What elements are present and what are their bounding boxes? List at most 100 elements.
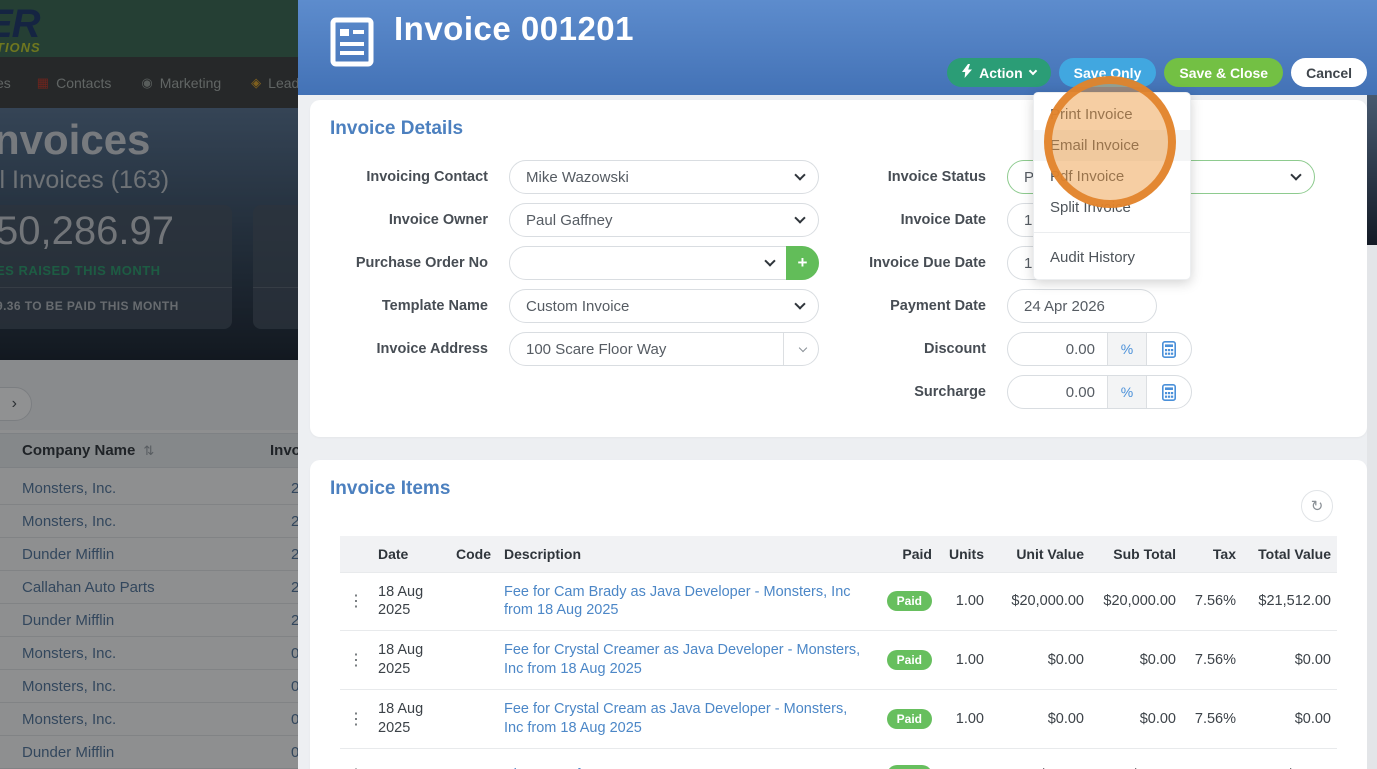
payment-date-input[interactable]: 24 Apr 2026 (1007, 289, 1157, 323)
item-description-link[interactable]: Fee for Crystal Cream as Java Developer … (504, 700, 848, 736)
menu-item-print-invoice[interactable]: Print Invoice (1050, 106, 1133, 123)
menu-item-pdf-invoice[interactable]: Pdf Invoice (1050, 168, 1125, 185)
save-and-close-button[interactable]: Save & Close (1164, 58, 1284, 87)
invoice-icon (330, 17, 374, 72)
item-units: 1.00 (955, 652, 984, 669)
item-tax: 7.56% (1194, 593, 1236, 610)
table-row: Dunder Mifflin 2 (0, 538, 298, 571)
column-units: Units (938, 536, 990, 572)
invoice-items-card: Invoice Items ↻ Date Code Description P (310, 460, 1367, 769)
column-company-name: Company Name (22, 442, 136, 459)
chevron-down-icon (1290, 169, 1302, 181)
invoices-list-section: › Company Name ⇅ Invo Monsters, Inc. 2 Mo… (0, 360, 298, 769)
table-row: Monsters, Inc. 0 (0, 703, 298, 736)
column-tax: Tax (1182, 536, 1242, 572)
column-description: Description (498, 536, 876, 572)
menu-item-email-invoice[interactable]: Email Invoice (1034, 130, 1190, 161)
menu-divider (1034, 232, 1190, 233)
invoice-item-row: ⋮ 18 Aug 2025 Fee for Cam Brady as Java … (340, 572, 1337, 631)
column-total-value: Total Value (1242, 536, 1337, 572)
invoice-panel: Invoice 001201 Action Save Only Save & C… (298, 0, 1377, 769)
purchase-order-select[interactable] (509, 246, 819, 280)
field-template-name: Template Name Custom Invoice (328, 289, 838, 323)
sort-icon: ⇅ (143, 442, 155, 458)
chevron-down-icon (794, 298, 806, 310)
discount-input-group: 0.00 % (1007, 332, 1192, 366)
app-topbar: ER TIONS (0, 0, 298, 57)
pager-next-button: › (0, 387, 32, 421)
chevron-down-icon (794, 212, 806, 224)
field-invoicing-contact: Invoicing Contact Mike Wazowski (328, 160, 838, 194)
discount-input[interactable]: 0.00 (1065, 340, 1095, 358)
invoice-item-row: ⋮ 18 Aug 2025 Fee for Crystal Creamer as… (340, 630, 1337, 690)
calculator-button[interactable] (1147, 376, 1191, 408)
invoice-details-card: Invoice Details Invoicing Contact Mike W… (310, 100, 1367, 437)
refresh-button[interactable]: ↻ (1301, 490, 1333, 522)
add-purchase-order-button[interactable]: + (786, 246, 819, 280)
stat-value: 50,286.97 (0, 209, 174, 253)
divider (253, 287, 298, 288)
invoicing-contact-select[interactable]: Mike Wazowski (509, 160, 819, 194)
item-tax: 7.56% (1194, 710, 1236, 727)
invoices-count-subtitle: ll Invoices (163) (0, 166, 170, 194)
surcharge-input[interactable]: 0.00 (1065, 383, 1095, 401)
items-table-header: Date Code Description Paid Units Unit Va… (340, 536, 1337, 572)
nav-item-marketing: ◉ Marketing (141, 74, 222, 91)
page-title: Invoice 001201 (394, 10, 634, 47)
table-row: Monsters, Inc. 2 (0, 505, 298, 538)
invoice-item-row: ⋮ 18 Aug 2025 Fee for Crystal Cream as J… (340, 689, 1337, 748)
item-description-link[interactable]: Fee for Crystal Creamer as Java Develope… (504, 642, 861, 678)
item-description-link[interactable]: Placement fEE (498, 748, 876, 769)
action-dropdown-button[interactable]: Action (947, 58, 1051, 87)
paid-badge: Paid (886, 708, 932, 729)
cancel-button[interactable]: Cancel (1291, 58, 1367, 87)
invoice-address-combobox[interactable]: 100 Scare Floor Way (509, 332, 819, 366)
row-menu-button[interactable]: ⋮ (340, 748, 372, 769)
background-app: ER TIONS es ▦ Contacts ◉ Marketing ◈ Lea… (0, 0, 298, 769)
panel-scrollbar-track[interactable] (1367, 95, 1377, 769)
divider (783, 333, 784, 365)
menu-item-split-invoice[interactable]: Split Invoice (1050, 199, 1131, 216)
invoices-table-header: Company Name ⇅ Invo (0, 433, 298, 468)
item-date: 18 Aug 2025 (378, 642, 424, 678)
calculator-button[interactable] (1147, 333, 1191, 365)
percent-toggle-button[interactable]: % (1107, 376, 1147, 408)
row-menu-button[interactable]: ⋮ (348, 710, 364, 728)
paid-badge: Paid (886, 591, 932, 612)
template-name-select[interactable]: Custom Invoice (509, 289, 819, 323)
invoice-items-heading: Invoice Items (330, 478, 451, 499)
invoices-page-title: nvoices (0, 116, 151, 163)
row-menu-button[interactable]: ⋮ (348, 593, 364, 611)
item-sub-total: $80.00 (1090, 748, 1182, 769)
item-code (450, 631, 498, 690)
lightning-icon (962, 64, 973, 81)
row-menu-button[interactable]: ⋮ (348, 652, 364, 670)
invoice-item-row: ⋮ 24 Apr Placement fEE Paid 1.00 $80.00 … (340, 748, 1337, 769)
table-row: Monsters, Inc. 2 (0, 472, 298, 505)
item-date: 18 Aug 2025 (378, 700, 424, 736)
nav-item-contacts: ▦ Contacts (36, 74, 112, 91)
field-discount: Discount 0.00 % (850, 332, 1350, 366)
invoice-panel-header: Invoice 001201 Action Save Only Save & C… (298, 0, 1377, 95)
percent-toggle-button[interactable]: % (1107, 333, 1147, 365)
item-tax: 7.55% (1182, 748, 1242, 769)
column-unit-value: Unit Value (990, 536, 1090, 572)
stat-footer: 9.36 TO BE PAID THIS MONTH (0, 299, 179, 313)
invoice-owner-select[interactable]: Paul Gaffney (509, 203, 819, 237)
column-invoice-no: Invo (270, 442, 298, 459)
invoice-details-heading: Invoice Details (330, 118, 464, 139)
item-sub-total: $20,000.00 (1103, 593, 1176, 610)
invoices-filterbar: › (0, 360, 298, 430)
item-date: 24 Apr (372, 748, 450, 769)
menu-item-audit-history[interactable]: Audit History (1050, 249, 1136, 266)
item-date: 18 Aug 2025 (378, 583, 424, 619)
item-units: 1.00 (938, 748, 990, 769)
stat-label: ES RAISED THIS MONTH (0, 263, 161, 278)
details-left-column: Invoicing Contact Mike Wazowski Invoice … (328, 160, 838, 375)
item-description-link[interactable]: Fee for Cam Brady as Java Developer - Mo… (504, 583, 851, 619)
save-only-button[interactable]: Save Only (1058, 58, 1157, 87)
contacts-icon: ▦ (36, 74, 50, 90)
column-sub-total: Sub Total (1090, 536, 1182, 572)
panel-scrollbar-thumb[interactable] (1367, 95, 1377, 245)
item-code (450, 748, 498, 769)
